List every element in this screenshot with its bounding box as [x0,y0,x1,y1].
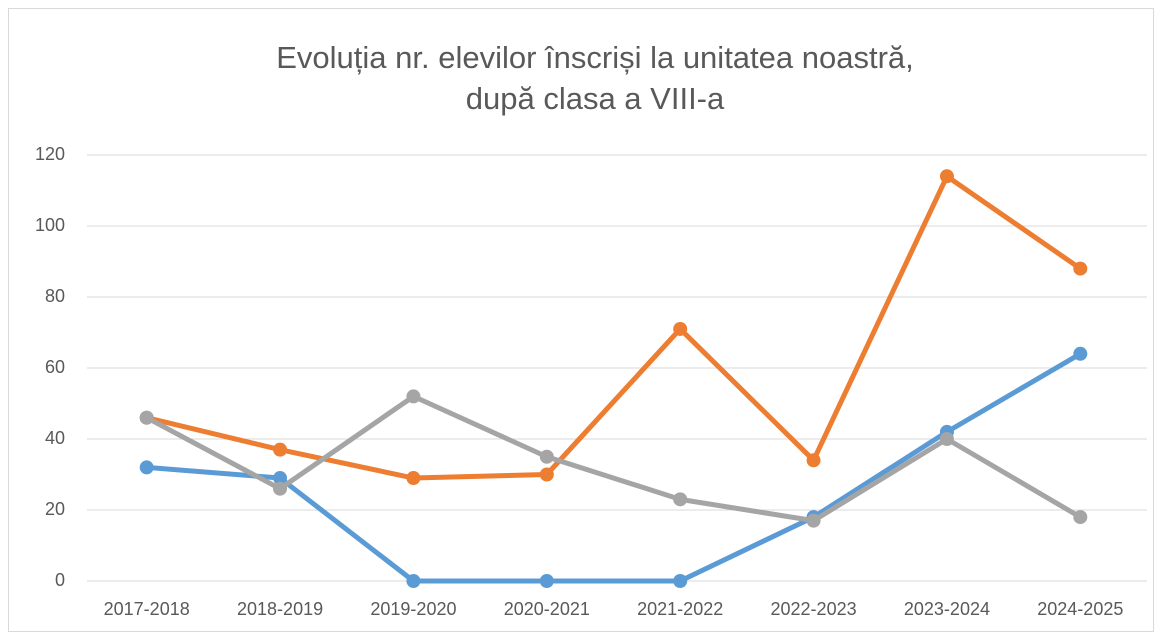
data-point [939,169,954,184]
data-point [539,574,554,588]
y-tick-label: 20 [45,499,65,519]
chart-title: după clasa a VIII-a [466,81,725,116]
series-line [144,351,1083,584]
series-line [144,173,1083,481]
x-tick-label: 2023-2024 [904,599,990,619]
y-tick-label: 80 [45,286,65,306]
chart-border [8,8,1154,632]
x-tick-label: 2019-2020 [370,599,456,619]
x-tick-label: 2021-2022 [637,599,723,619]
data-point [139,460,154,475]
data-point [139,410,154,425]
series-line [144,393,1083,524]
x-tick-label: 2020-2021 [504,599,590,619]
chart-title: Evoluția nr. elevilor înscriși la unitat… [276,40,914,75]
data-point [406,389,421,404]
data-point [273,442,288,457]
x-tick-label: 2022-2023 [771,599,857,619]
data-point [673,492,688,507]
y-tick-label: 100 [35,215,65,235]
x-tick-label: 2018-2019 [237,599,323,619]
data-point [939,432,954,446]
data-point [673,321,688,336]
y-tick-label: 120 [35,144,65,164]
data-point [1073,261,1088,276]
x-tick-label: 2024-2025 [1037,599,1123,619]
data-point [1073,346,1088,361]
data-point [806,513,821,528]
data-point [1073,510,1088,525]
y-tick-label: 40 [45,428,65,448]
data-point [273,481,288,496]
data-point [406,574,421,588]
data-point [539,449,554,464]
data-point [539,467,554,482]
data-point [273,471,288,486]
data-point [806,453,821,468]
x-tick-label: 2017-2018 [104,599,190,619]
y-tick-label: 0 [55,570,65,590]
data-point [673,574,688,588]
data-point [406,471,421,486]
y-tick-label: 60 [45,357,65,377]
